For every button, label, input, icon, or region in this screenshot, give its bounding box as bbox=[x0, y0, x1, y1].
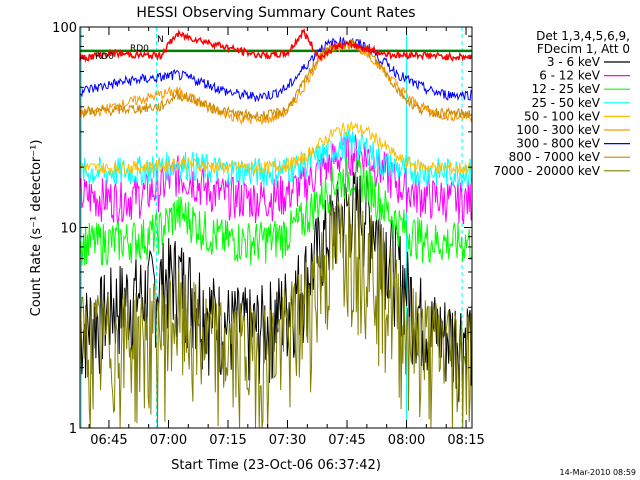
chart-title: HESSI Observing Summary Count Rates bbox=[136, 5, 415, 21]
legend-label: 50 - 100 keV bbox=[524, 109, 601, 123]
x-tick-label: 08:15 bbox=[447, 433, 484, 448]
series-line bbox=[79, 171, 473, 402]
x-tick-label: 07:30 bbox=[269, 433, 306, 448]
x-axis-label: Start Time (23-Oct-06 06:37:42) bbox=[171, 458, 381, 473]
rd0-left-label: RD0 bbox=[95, 52, 114, 62]
series-line bbox=[79, 38, 473, 122]
x-tick-label: 08:00 bbox=[388, 433, 425, 448]
x-tick-label: 07:15 bbox=[209, 433, 246, 448]
footer-timestamp: 14-Mar-2010 08:59 bbox=[560, 468, 637, 477]
legend-header-line-1: Det 1,3,4,5,6,9, bbox=[536, 29, 630, 43]
plot-annotations: RD0 RD0 N bbox=[95, 35, 164, 62]
legend-header-line-2: FDecim 1, Att 0 bbox=[537, 42, 630, 56]
legend-label: 7000 - 20000 keV bbox=[493, 164, 600, 178]
series-line bbox=[79, 39, 473, 126]
legend-label: 800 - 7000 keV bbox=[509, 150, 601, 164]
series-line bbox=[79, 129, 473, 188]
y-axis-label: Count Rate (s⁻¹ detector⁻¹) bbox=[29, 140, 44, 317]
legend-label: 300 - 800 keV bbox=[516, 137, 600, 151]
x-tick-label: 06:45 bbox=[90, 433, 127, 448]
y-tick-label: 10 bbox=[60, 222, 77, 237]
series-line bbox=[79, 36, 473, 103]
series-line bbox=[79, 157, 473, 267]
x-tick-label: 07:00 bbox=[150, 433, 187, 448]
y-tick-label: 1 bbox=[69, 422, 77, 437]
series-line bbox=[79, 120, 473, 176]
rd0-top-label: RD0 bbox=[130, 44, 149, 54]
legend-label: 3 - 6 keV bbox=[547, 55, 601, 69]
legend-label: 25 - 50 keV bbox=[532, 96, 601, 110]
red-trace-line bbox=[79, 28, 473, 63]
series-line bbox=[79, 189, 473, 429]
legend-label: 6 - 12 keV bbox=[539, 69, 601, 83]
plot-data-layer bbox=[79, 27, 473, 429]
legend: Det 1,3,4,5,6,9, FDecim 1, Att 0 3 - 6 k… bbox=[493, 29, 630, 178]
legend-label: 12 - 25 keV bbox=[532, 82, 601, 96]
x-tick-label: 07:45 bbox=[328, 433, 365, 448]
y-tick-label: 100 bbox=[52, 21, 77, 36]
axis-ticks: 1 10 100 06:45 07:00 07:15 07:30 07:45 08:00 08:1… bbox=[52, 21, 485, 448]
legend-label: 100 - 300 keV bbox=[516, 123, 600, 137]
night-label: N bbox=[157, 35, 164, 45]
